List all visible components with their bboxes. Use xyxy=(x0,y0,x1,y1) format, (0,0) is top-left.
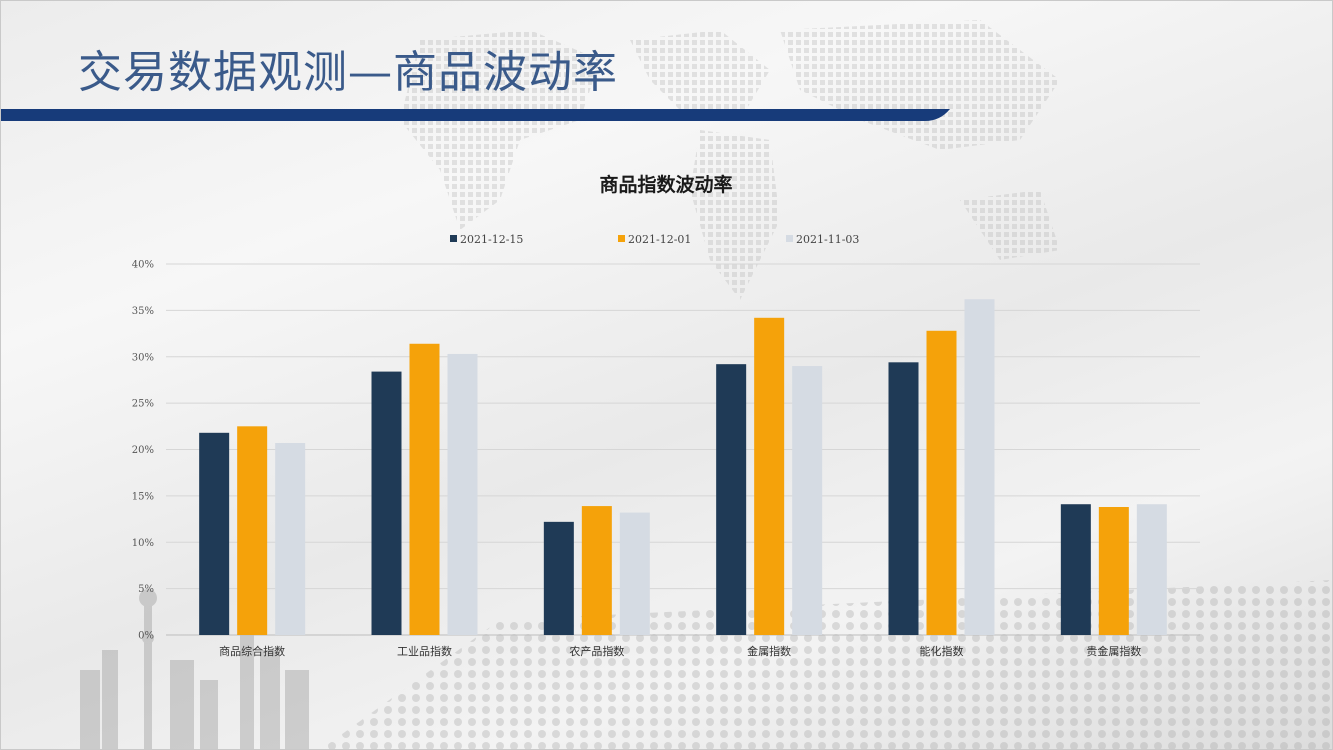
bar-2021-12-15-工业品指数 xyxy=(371,371,402,635)
bar-2021-12-15-能化指数 xyxy=(888,362,919,635)
chart-title: 商品指数波动率 xyxy=(599,173,732,196)
legend-swatch xyxy=(450,235,457,242)
y-tick-label: 5% xyxy=(138,584,154,595)
bar-2021-11-03-工业品指数 xyxy=(447,353,478,635)
y-tick-label: 30% xyxy=(132,352,154,363)
bar-2021-11-03-贵金属指数 xyxy=(1136,504,1167,635)
y-tick-label: 20% xyxy=(132,445,154,456)
y-tick-label: 40% xyxy=(132,260,154,271)
city-skyline-decoration xyxy=(80,589,309,750)
y-tick-label: 35% xyxy=(132,306,154,317)
x-category-label: 工业品指数 xyxy=(397,644,452,658)
bar-2021-12-01-金属指数 xyxy=(754,317,785,635)
bar-2021-12-01-工业品指数 xyxy=(409,343,440,635)
x-category-label: 金属指数 xyxy=(747,644,791,658)
legend-label: 2021-12-15 xyxy=(460,233,523,246)
bar-2021-12-15-贵金属指数 xyxy=(1060,504,1091,635)
bar-2021-12-15-商品综合指数 xyxy=(199,432,230,635)
bar-2021-12-01-贵金属指数 xyxy=(1098,507,1129,635)
legend-swatch xyxy=(786,235,793,242)
chart-bars xyxy=(199,299,1167,635)
x-axis: 商品综合指数 工业品指数 农产品指数 金属指数 能化指数 贵金属指数 xyxy=(219,644,1141,658)
bar-2021-11-03-商品综合指数 xyxy=(275,443,306,635)
y-tick-label: 15% xyxy=(132,491,154,502)
y-axis: 0% 5% 10% 15% 20% 25% 30% 35% 40% xyxy=(132,260,154,642)
world-map-decoration xyxy=(400,20,1060,300)
bar-2021-11-03-能化指数 xyxy=(964,299,995,635)
chart-gridlines xyxy=(166,263,1200,636)
y-tick-label: 0% xyxy=(138,631,154,642)
bar-2021-11-03-金属指数 xyxy=(792,366,823,635)
chart-legend: 2021-12-15 2021-12-01 2021-11-03 xyxy=(450,233,859,246)
legend-label: 2021-12-01 xyxy=(628,233,691,246)
x-category-label: 能化指数 xyxy=(920,644,964,658)
x-category-label: 商品综合指数 xyxy=(219,644,285,658)
bar-2021-12-01-农产品指数 xyxy=(581,506,612,635)
legend-label: 2021-11-03 xyxy=(796,233,859,246)
x-category-label: 农产品指数 xyxy=(569,644,624,658)
y-tick-label: 10% xyxy=(132,538,154,549)
bar-2021-12-01-能化指数 xyxy=(926,330,957,635)
bar-2021-12-01-商品综合指数 xyxy=(237,426,268,635)
page-title: 交易数据观测—商品波动率 xyxy=(78,47,618,98)
bar-2021-12-15-金属指数 xyxy=(716,364,747,635)
header-divider-bar xyxy=(0,109,950,121)
bar-2021-11-03-农产品指数 xyxy=(619,512,650,635)
y-tick-label: 25% xyxy=(132,399,154,410)
bar-2021-12-15-农产品指数 xyxy=(543,521,574,635)
legend-swatch xyxy=(618,235,625,242)
x-category-label: 贵金属指数 xyxy=(1086,644,1141,658)
